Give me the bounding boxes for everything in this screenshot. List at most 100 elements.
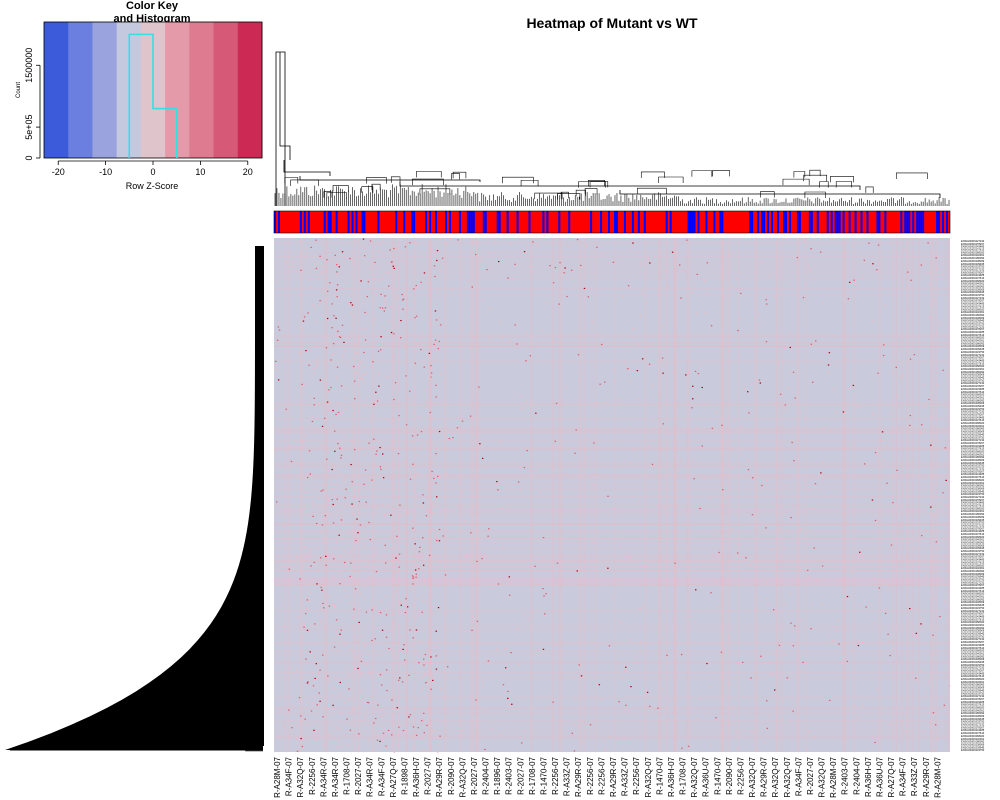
heatmap-cell <box>318 277 320 279</box>
heatmap-cell <box>490 727 492 729</box>
heatmap-band <box>274 336 950 337</box>
side-bar-cell <box>484 211 487 233</box>
heatmap-cell <box>803 240 805 242</box>
heatmap-cell <box>368 672 370 675</box>
heatmap-cell <box>732 252 734 254</box>
heatmap-cell <box>378 745 380 747</box>
side-bar-cell <box>771 211 774 233</box>
heatmap-cell <box>911 717 913 719</box>
row-label: ENSG00000227232 <box>961 580 985 584</box>
heatmap-cell <box>731 467 733 469</box>
heatmap-cell <box>892 641 895 643</box>
heatmap-cell <box>337 274 339 277</box>
heatmap-cell <box>365 327 367 330</box>
side-bar-cell <box>826 211 829 233</box>
heatmap-cell <box>907 309 909 312</box>
heatmap-cell <box>435 646 437 648</box>
heatmap-cell <box>730 285 733 288</box>
heatmap-band <box>274 738 950 739</box>
heatmap-cell <box>346 455 348 457</box>
side-bar-cell <box>900 211 903 233</box>
heatmap-cell <box>771 548 773 551</box>
heatmap-cell <box>336 271 338 273</box>
heatmap-cell <box>835 410 837 413</box>
heatmap-cell <box>665 270 667 272</box>
side-bar-cell <box>719 211 722 233</box>
heatmap-cell <box>939 616 941 618</box>
heatmap-cell <box>397 496 399 499</box>
heatmap-cell <box>357 737 360 739</box>
side-bar-cell <box>876 211 879 233</box>
heatmap-cell <box>637 398 639 401</box>
heatmap-cell <box>365 714 367 717</box>
heatmap-cell <box>430 530 432 532</box>
column-label: R-2090-07 <box>447 756 456 794</box>
heatmap-cell <box>412 583 414 585</box>
heatmap-cell <box>800 527 802 530</box>
heatmap-cell <box>376 739 379 741</box>
heatmap-cell <box>469 348 472 350</box>
heatmap-cell <box>415 629 418 631</box>
side-bar-cell <box>761 211 764 233</box>
heatmap-cell <box>569 246 572 248</box>
heatmap-cell <box>390 328 392 331</box>
heatmap-cell <box>807 569 809 571</box>
side-bar-cell <box>403 211 406 233</box>
heatmap-cell <box>789 332 792 334</box>
heatmap-cell <box>351 481 353 483</box>
heatmap-cell <box>829 699 831 702</box>
row-label: ENSG00000238009 <box>961 629 985 633</box>
heatmap-cell <box>415 286 418 288</box>
column-label: R-A32Q-07 <box>690 756 699 797</box>
heatmap-cell <box>438 340 441 343</box>
heatmap-band <box>274 496 950 497</box>
heatmap-cell <box>596 474 598 476</box>
heatmap-cell <box>343 561 346 564</box>
heatmap-cell <box>432 482 434 484</box>
heatmap-cell <box>501 337 503 339</box>
heatmap-cell <box>714 580 716 583</box>
row-label: ENSG00000227232 <box>961 495 985 499</box>
heatmap-cell <box>367 281 370 283</box>
heatmap-cell <box>621 677 623 680</box>
heatmap-cell <box>430 377 432 379</box>
heatmap-cell <box>761 262 764 264</box>
heatmap-cell <box>402 295 405 297</box>
heatmap-cell <box>369 266 372 269</box>
heatmap-cell <box>301 601 303 604</box>
heatmap-cell <box>364 247 366 249</box>
row-label: ENSG00000243485 <box>961 728 985 732</box>
heatmap-streak <box>459 238 462 752</box>
heatmap-cell <box>310 403 312 406</box>
side-bar-cell <box>482 211 485 233</box>
heatmap-cell <box>345 642 347 644</box>
heatmap-cell <box>935 257 937 259</box>
heatmap-cell <box>636 369 639 372</box>
heatmap-cell <box>306 479 308 481</box>
heatmap-cell <box>915 632 918 634</box>
heatmap-band <box>274 712 950 714</box>
row-dendrogram-branch <box>238 706 263 712</box>
heatmap-cell <box>277 321 279 324</box>
heatmap-cell <box>286 409 288 411</box>
heatmap-cell <box>396 248 398 250</box>
heatmap-cell <box>363 483 365 485</box>
heatmap-cell <box>344 349 346 352</box>
heatmap-cell <box>507 690 509 693</box>
dendrogram-branch <box>452 171 467 179</box>
heatmap-cell <box>889 585 891 587</box>
column-label: R-A34F-07 <box>794 756 803 796</box>
row-label: ENSG00000227232 <box>961 239 985 243</box>
heatmap-cell <box>774 296 777 298</box>
row-label: ENSG00000227232 <box>961 324 985 328</box>
heatmap-cell <box>355 570 357 572</box>
heatmap-cell <box>303 445 305 447</box>
heatmap-cell <box>663 364 665 366</box>
column-label: R-A32Q-07 <box>771 756 780 797</box>
heatmap-cell <box>394 571 396 574</box>
heatmap-cell <box>750 564 752 566</box>
heatmap-cell <box>408 471 411 473</box>
heatmap-cell <box>332 704 334 706</box>
heatmap-cell <box>405 531 408 534</box>
heatmap-cell <box>433 442 435 445</box>
